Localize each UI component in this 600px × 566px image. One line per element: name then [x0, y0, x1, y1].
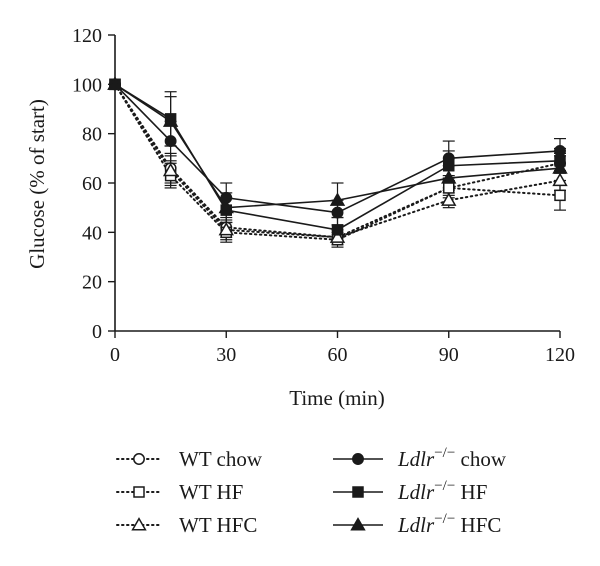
y-tick-label: 100: [72, 74, 102, 96]
y-tick-label: 60: [82, 173, 102, 195]
legend-item-wt-chow: WT chow: [116, 447, 263, 471]
data-point-ldlr-hfc: [107, 76, 123, 90]
data-point-wt-hfc: [441, 192, 457, 206]
y-tick-label: 80: [82, 124, 102, 146]
x-tick-label: 60: [328, 344, 348, 366]
series-line-wt-hf: [114, 83, 561, 241]
series-line-ldlr-hfc: [114, 83, 561, 209]
legend-label-wt-hfc: WT HFC: [179, 513, 257, 537]
series-line-wt-hfc: [114, 83, 561, 239]
data-point-wt-hf: [443, 182, 455, 194]
legend-item-ldlr-hfc: Ldlr−/− HFC: [333, 511, 501, 537]
legend-item-wt-hfc: WT HFC: [116, 513, 257, 537]
legend-label-wt-hf: WT HF: [179, 480, 243, 504]
y-tick-label: 120: [72, 25, 102, 47]
legend-marker-ldlr-hfc: [350, 517, 366, 531]
legend-item-wt-hf: WT HF: [116, 480, 243, 504]
legend-label-ldlr-hfc: Ldlr−/− HFC: [397, 511, 501, 537]
x-tick-label: 0: [110, 344, 120, 366]
legend-marker-ldlr-hf: [352, 486, 364, 498]
data-point-wt-hfc: [329, 229, 346, 243]
y-tick-label: 20: [82, 272, 102, 294]
data-point-ldlr-chow: [164, 135, 177, 148]
series-line-ldlr-chow: [114, 83, 561, 214]
data-point-ldlr-hf: [443, 159, 455, 172]
y-axis-label: Glucose (% of start): [25, 99, 49, 269]
legend-item-ldlr-chow: Ldlr−/− chow: [333, 445, 507, 471]
x-axis-label: Time (min): [289, 386, 384, 410]
data-markers: [107, 76, 568, 246]
data-point-ldlr-chow: [331, 206, 344, 219]
legend-item-ldlr-hf: Ldlr−/− HF: [333, 478, 487, 504]
data-point-ldlr-hfc: [218, 199, 234, 214]
data-point-ldlr-hfc: [441, 170, 457, 184]
series-line-wt-chow: [114, 83, 561, 239]
legend-marker-wt-hfc: [131, 517, 147, 531]
axes: 0 20 40 60 80 100 120 0 30 60 90 120: [72, 25, 575, 366]
series-lines: [114, 83, 561, 241]
data-point-ldlr-hf: [331, 224, 344, 236]
data-point-wt-hfc: [218, 221, 234, 236]
data-point-ldlr-hfc: [329, 192, 346, 206]
x-tick-label: 120: [545, 344, 575, 366]
legend-marker-ldlr-chow: [352, 453, 364, 465]
x-tick-label: 90: [439, 344, 459, 366]
data-point-wt-hf: [554, 189, 566, 202]
legend-marker-wt-chow: [133, 453, 145, 465]
legend-marker-wt-hf: [133, 486, 145, 498]
legend: WT chow WT HF WT HFC Ldlr−/− chow Ldlr−/− HF…: [116, 445, 507, 537]
data-point-ldlr-chow: [554, 144, 566, 157]
data-point-wt-hfc: [162, 162, 179, 177]
y-tick-label: 0: [92, 321, 102, 343]
x-tick-label: 30: [216, 344, 236, 366]
data-point-ldlr-hfc: [552, 160, 568, 174]
series-line-ldlr-hf: [114, 83, 561, 231]
data-point-wt-hfc: [552, 172, 568, 187]
data-point-ldlr-hfc: [162, 113, 179, 127]
legend-label-ldlr-hf: Ldlr−/− HF: [397, 478, 487, 504]
legend-label-wt-chow: WT chow: [179, 447, 263, 471]
legend-label-ldlr-chow: Ldlr−/− chow: [397, 445, 507, 471]
y-tick-label: 40: [82, 222, 102, 244]
